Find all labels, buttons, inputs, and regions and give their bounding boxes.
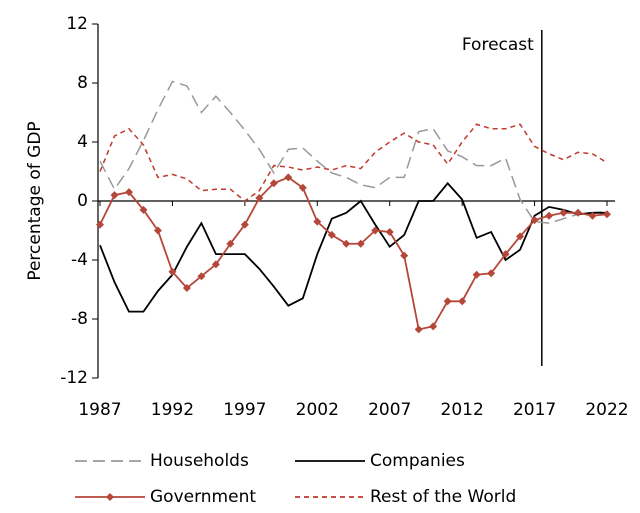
marker bbox=[211, 260, 220, 269]
legend-label: Companies bbox=[370, 451, 465, 471]
marker bbox=[385, 227, 394, 236]
marker bbox=[342, 239, 351, 248]
marker bbox=[516, 232, 525, 241]
y-tick-label: 4 bbox=[77, 132, 88, 152]
legend-label: Government bbox=[150, 487, 256, 507]
marker bbox=[414, 325, 423, 334]
marker bbox=[124, 188, 133, 197]
marker bbox=[603, 210, 611, 219]
series-line bbox=[99, 123, 608, 202]
marker bbox=[429, 322, 438, 331]
marker bbox=[588, 211, 597, 220]
marker bbox=[530, 216, 539, 225]
marker bbox=[96, 220, 104, 229]
marker bbox=[110, 191, 119, 200]
x-tick-label: 2022 bbox=[585, 400, 628, 420]
y-tick-label: 8 bbox=[77, 73, 88, 93]
marker bbox=[168, 267, 177, 276]
marker bbox=[458, 297, 467, 306]
marker bbox=[269, 179, 278, 188]
marker bbox=[574, 208, 583, 217]
marker bbox=[501, 250, 510, 259]
legend-marker bbox=[106, 493, 114, 501]
x-tick-label: 1992 bbox=[151, 400, 194, 420]
series-line bbox=[99, 176, 608, 331]
marker bbox=[240, 220, 249, 229]
marker bbox=[153, 226, 162, 235]
marker bbox=[139, 205, 148, 214]
marker bbox=[559, 208, 568, 217]
marker bbox=[356, 239, 365, 248]
legend-label: Rest of the World bbox=[370, 487, 516, 507]
x-tick-label: 2007 bbox=[368, 400, 411, 420]
x-tick-label: 2017 bbox=[513, 400, 556, 420]
marker bbox=[226, 239, 235, 248]
marker bbox=[313, 217, 322, 226]
series-line bbox=[99, 80, 608, 224]
y-tick-label: 0 bbox=[77, 191, 88, 211]
x-tick-label: 1987 bbox=[78, 400, 121, 420]
marker bbox=[182, 284, 191, 293]
legend-label: Households bbox=[150, 451, 249, 471]
marker bbox=[197, 272, 206, 281]
annotation: Forecast bbox=[462, 35, 534, 55]
marker bbox=[545, 211, 554, 220]
marker bbox=[284, 173, 293, 182]
marker bbox=[298, 183, 307, 192]
marker bbox=[371, 226, 380, 235]
y-tick-label: -8 bbox=[71, 309, 88, 329]
marker bbox=[487, 269, 496, 278]
marker bbox=[327, 230, 336, 239]
y-axis-label: Percentage of GDP bbox=[25, 121, 45, 280]
x-tick-label: 1997 bbox=[223, 400, 266, 420]
x-tick-label: 2002 bbox=[296, 400, 339, 420]
series-line bbox=[99, 181, 607, 313]
marker bbox=[400, 251, 409, 260]
marker bbox=[443, 297, 452, 306]
marker bbox=[255, 194, 264, 203]
y-tick-label: -12 bbox=[60, 368, 88, 388]
marker bbox=[472, 270, 481, 279]
y-tick-label: -4 bbox=[71, 250, 88, 270]
x-tick-label: 2012 bbox=[441, 400, 484, 420]
y-tick-label: 12 bbox=[66, 14, 88, 34]
